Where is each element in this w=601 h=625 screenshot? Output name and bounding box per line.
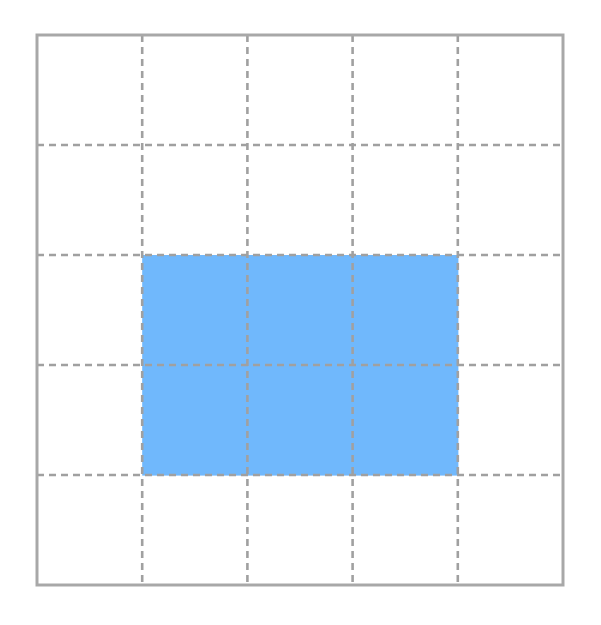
- shaded-cell: [247, 255, 354, 366]
- shaded-cell: [352, 365, 459, 476]
- grid-outer-border: [35, 33, 565, 587]
- shaded-cell: [352, 255, 459, 366]
- shaded-cell: [247, 365, 354, 476]
- shaded-cell: [142, 255, 248, 366]
- shaded-region-layer: [142, 255, 459, 476]
- shaded-cell: [142, 365, 248, 476]
- dashed-gridlines-layer: [37, 35, 563, 585]
